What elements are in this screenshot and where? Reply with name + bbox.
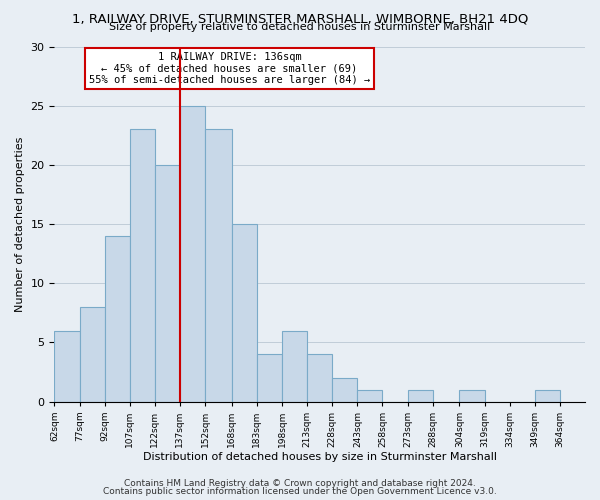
Bar [232,224,257,402]
Bar [358,390,382,402]
Bar [257,354,282,402]
Y-axis label: Number of detached properties: Number of detached properties [15,136,25,312]
Bar [535,390,560,402]
Bar [180,106,205,402]
Bar [460,390,485,402]
Bar [407,390,433,402]
Bar [155,165,180,402]
Text: Size of property relative to detached houses in Sturminster Marshall: Size of property relative to detached ho… [109,22,491,32]
Bar [80,307,104,402]
Text: 1 RAILWAY DRIVE: 136sqm
← 45% of detached houses are smaller (69)
55% of semi-de: 1 RAILWAY DRIVE: 136sqm ← 45% of detache… [89,52,370,85]
Bar [332,378,358,402]
Bar [307,354,332,402]
Bar [104,236,130,402]
Bar [282,330,307,402]
Text: Contains public sector information licensed under the Open Government Licence v3: Contains public sector information licen… [103,487,497,496]
Bar [55,330,80,402]
Text: Contains HM Land Registry data © Crown copyright and database right 2024.: Contains HM Land Registry data © Crown c… [124,479,476,488]
Text: 1, RAILWAY DRIVE, STURMINSTER MARSHALL, WIMBORNE, BH21 4DQ: 1, RAILWAY DRIVE, STURMINSTER MARSHALL, … [72,12,528,26]
Bar [205,130,232,402]
Bar [130,130,155,402]
X-axis label: Distribution of detached houses by size in Sturminster Marshall: Distribution of detached houses by size … [143,452,497,462]
